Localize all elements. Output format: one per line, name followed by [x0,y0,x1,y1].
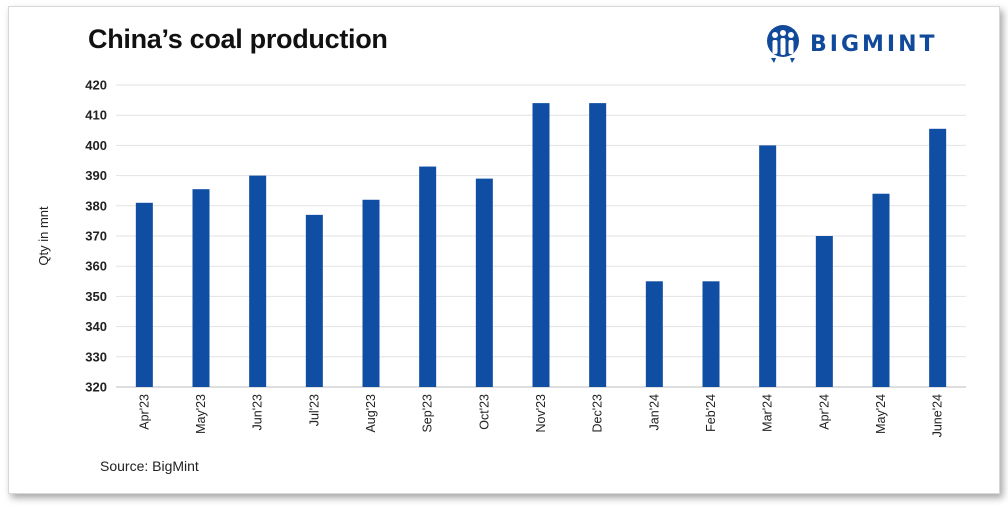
bar [135,202,153,387]
y-tick-label: 320 [85,380,107,395]
x-tick-label: Sep'23 [421,394,435,433]
y-axis-ticks: 320 330 340 350 360 370 380 390 400 410 420 [85,78,107,395]
x-tick-label: Jul'23 [307,394,321,426]
y-tick-label: 380 [85,198,107,213]
x-tick-label: June'24 [931,394,945,437]
x-tick-label: Oct'23 [477,394,491,430]
bar [929,128,947,388]
bar [305,214,323,387]
x-tick-label: Apr'24 [817,394,831,430]
x-tick-label: Nov'23 [534,394,548,433]
y-tick-label: 360 [85,259,107,274]
bar [872,193,890,387]
bar [702,281,720,387]
bar [362,199,380,387]
x-tick-label: Jan'24 [647,394,661,430]
chart-card [8,6,1000,494]
y-tick-label: 410 [85,108,107,123]
x-tick-label: Dec'23 [591,394,605,433]
bigmint-logo: BIGMINT [764,22,938,66]
y-tick-label: 390 [85,168,107,183]
y-tick-label: 370 [85,229,107,244]
y-tick-label: 400 [85,138,107,153]
x-tick-label: Feb'24 [704,394,718,432]
bar [249,175,267,387]
bar [475,178,493,387]
y-tick-label: 340 [85,319,107,334]
bar [815,236,833,387]
x-tick-label: Jun'23 [251,394,265,430]
x-tick-label: Aug'23 [364,394,378,433]
bars [135,103,947,388]
source-note: Source: BigMint [100,458,199,474]
y-axis-label: Qty in mnt [36,206,51,266]
chart-title: China’s coal production [88,24,388,54]
x-tick-label: Mar'24 [761,394,775,432]
bar [532,103,550,388]
bar [192,189,210,387]
x-axis-ticks: Apr'23 May'23 Jun'23 Jul'23 Aug'23 Sep'23 Oct'… [137,394,944,437]
y-tick-label: 350 [85,289,107,304]
bar [589,103,607,388]
logo-mark-icon [767,25,799,63]
x-tick-label: Apr'23 [137,394,151,430]
x-tick-label: May'24 [874,394,888,434]
y-tick-label: 330 [85,349,107,364]
logo-text: BIGMINT [810,31,938,57]
x-tick-label: May'23 [194,394,208,434]
bar [759,145,777,387]
y-tick-label: 420 [85,78,107,93]
bar [419,166,437,387]
bar [645,281,663,387]
